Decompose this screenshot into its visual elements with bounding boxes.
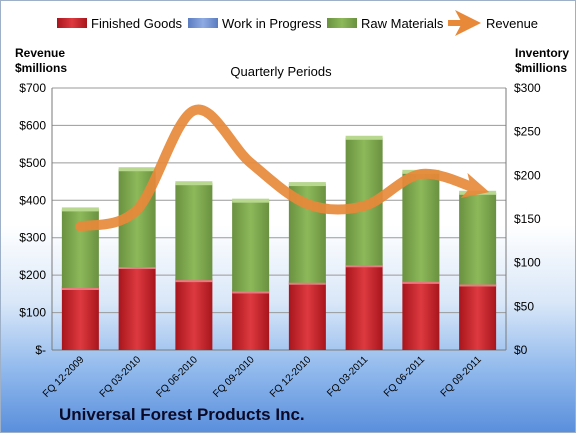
chart-title: Quarterly Periods <box>230 64 332 79</box>
left-axis-label-line2: $millions <box>15 61 67 75</box>
bar-raw-materials <box>232 200 270 292</box>
bar-finished-goods <box>232 291 270 350</box>
bar-finished-goods <box>118 267 156 350</box>
bar-top-raw-materials <box>118 167 156 172</box>
x-tick-label: FQ 06-2010 <box>154 354 200 400</box>
left-axis-label-line1: Revenue <box>15 46 65 60</box>
x-tick-label: FQ 06-2011 <box>382 354 427 399</box>
left-tick-label: $600 <box>19 118 46 132</box>
right-tick-label: $150 <box>514 212 541 226</box>
bar-top-raw-materials <box>288 182 326 187</box>
bar-top-finished-goods <box>61 285 99 290</box>
legend-label-work-in-progress: Work in Progress <box>222 16 322 31</box>
bar-finished-goods <box>459 284 497 350</box>
left-tick-label: $300 <box>19 231 46 245</box>
bar-finished-goods <box>402 281 440 350</box>
right-tick-label: $200 <box>514 168 541 182</box>
left-tick-label: $400 <box>19 193 46 207</box>
bar-top-raw-materials <box>345 135 383 140</box>
x-tick-label: FQ 12-2009 <box>41 354 87 400</box>
bar-raw-materials <box>402 171 440 282</box>
bar-top-raw-materials <box>175 181 213 186</box>
left-tick-label: $700 <box>19 81 46 95</box>
legend-label-raw-materials: Raw Materials <box>361 16 444 31</box>
bar-finished-goods <box>175 280 213 350</box>
right-axis-label-line1: Inventory <box>515 46 569 60</box>
x-tick-label: FQ 09-2010 <box>211 354 257 400</box>
bar-top-raw-materials <box>61 207 99 212</box>
legend-swatch-work-in-progress <box>188 18 218 28</box>
left-tick-label: $- <box>35 343 46 357</box>
legend-swatch-raw-materials <box>327 18 357 28</box>
plot-area: $- $100 $200 $300 $400 $500 $600 $700 $0 $50 $100 $… <box>19 81 541 400</box>
x-tick-label: FQ 03-2011 <box>325 354 370 399</box>
left-tick-label: $200 <box>19 268 46 282</box>
left-tick-label: $100 <box>19 306 46 320</box>
left-tick-label: $500 <box>19 156 46 170</box>
right-tick-label: $0 <box>514 343 528 357</box>
bar-finished-goods <box>345 265 383 350</box>
legend-swatch-finished-goods <box>57 18 87 28</box>
x-tick-label: FQ 12-2010 <box>268 354 314 400</box>
right-tick-label: $250 <box>514 125 541 139</box>
legend: Finished Goods Work in Progress Raw Mate… <box>57 10 538 36</box>
right-axis-label-line2: $millions <box>515 61 567 75</box>
bar-raw-materials <box>175 183 213 281</box>
right-tick-label: $100 <box>514 256 541 270</box>
legend-label-revenue: Revenue <box>486 16 538 31</box>
right-tick-label: $300 <box>514 81 541 95</box>
revenue-line <box>75 104 490 232</box>
bar-finished-goods <box>61 287 99 350</box>
legend-label-finished-goods: Finished Goods <box>91 16 183 31</box>
bar-top-raw-materials <box>232 198 270 203</box>
bar-raw-materials <box>459 192 497 285</box>
x-tick-label: FQ 03-2010 <box>98 354 144 400</box>
right-tick-label: $50 <box>514 299 534 313</box>
company-title: Universal Forest Products Inc. <box>59 405 305 424</box>
bar-finished-goods <box>288 282 326 350</box>
x-tick-label: FQ 09-2011 <box>439 354 484 399</box>
